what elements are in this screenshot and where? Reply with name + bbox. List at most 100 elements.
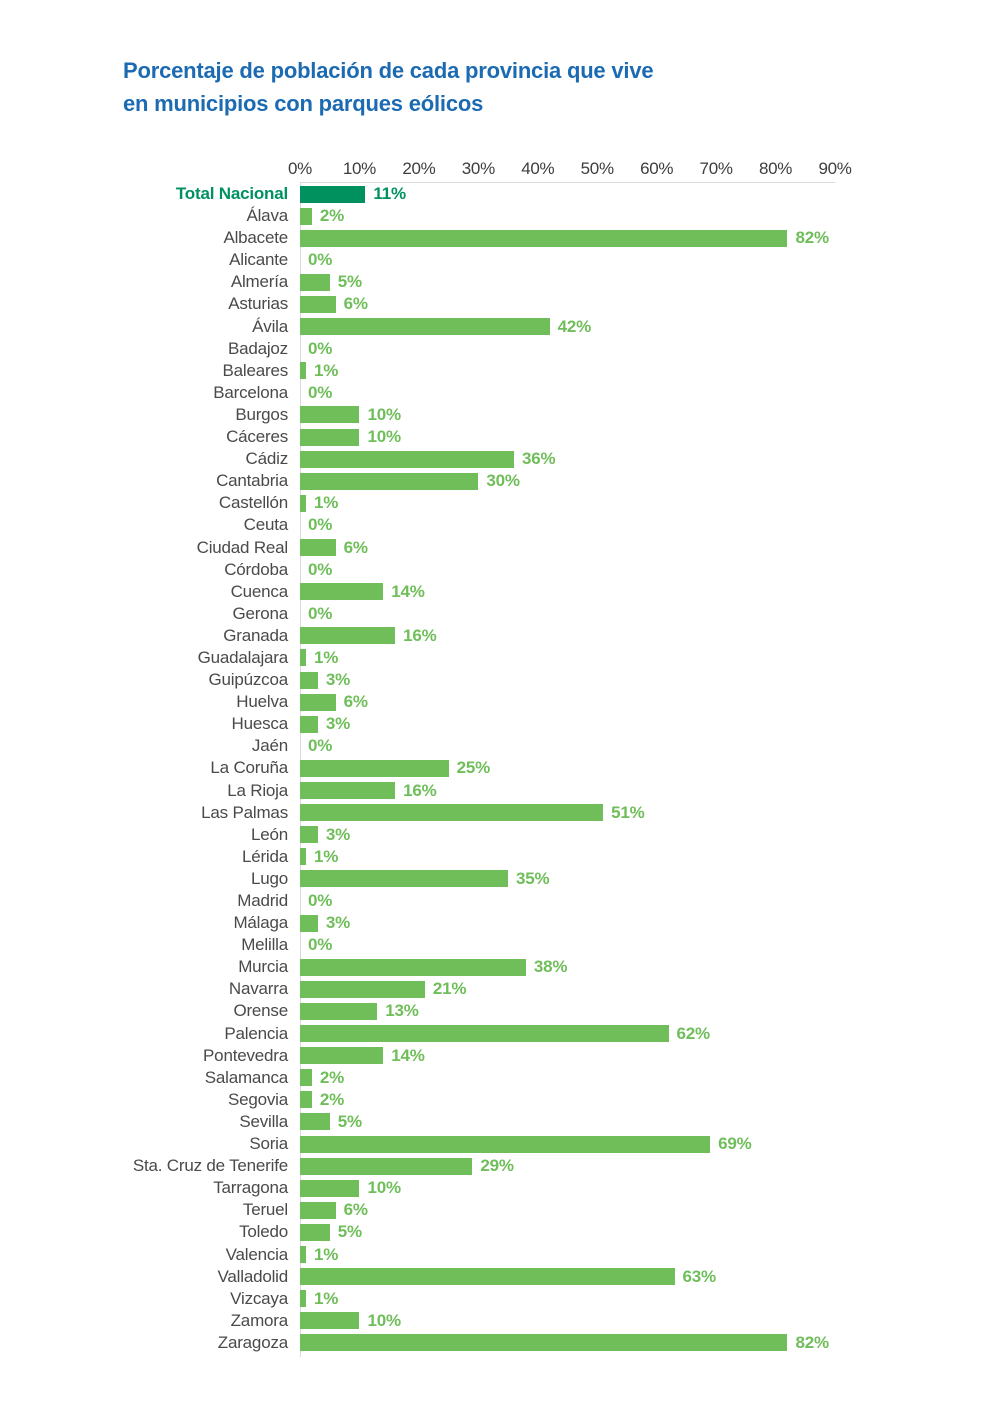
bar	[300, 185, 366, 203]
chart-row: Cáceres 10%	[0, 426, 1004, 448]
row-plot: 0%	[300, 382, 835, 404]
bar-chart: 0% 10% 20% 30% 40% 50% 60% 70% 80% 90% Total Naci…	[0, 159, 1004, 1358]
value-label: 14%	[391, 581, 425, 601]
bar	[300, 1157, 473, 1175]
value-label: 0%	[308, 891, 333, 910]
chart-row: Álava 2%	[0, 205, 1004, 227]
value-label: 10%	[367, 1178, 401, 1198]
value-label: 6%	[343, 537, 368, 557]
value-label: 0%	[308, 603, 333, 623]
bar	[300, 428, 360, 446]
axis-tick-label: 70%	[699, 159, 733, 178]
row-plot: 1%	[300, 360, 835, 382]
value-label: 10%	[367, 404, 401, 424]
value-label: 1%	[313, 846, 339, 866]
category-label: Lérida	[241, 846, 288, 866]
row-plot: 30%	[300, 470, 835, 492]
row-plot: 2%	[300, 1067, 835, 1089]
bar	[300, 958, 526, 976]
value-label: 21%	[432, 979, 467, 999]
chart-row: Huelva 6%	[0, 691, 1004, 713]
category-label: Zamora	[230, 1310, 289, 1330]
row-plot: 16%	[300, 780, 835, 802]
category-label: Sevilla	[239, 1111, 288, 1131]
category-label: Cádiz	[245, 449, 289, 469]
row-plot: 3%	[300, 912, 835, 934]
bar	[300, 450, 514, 468]
chart-rows: Total Nacional 11% Álava 2% Albacete 82%…	[0, 183, 1004, 1354]
row-plot: 0%	[300, 934, 835, 956]
chart-row: Tarragona 10%	[0, 1177, 1004, 1199]
row-plot: 0%	[300, 735, 835, 757]
category-label: Soria	[249, 1134, 288, 1154]
row-plot: 1%	[300, 846, 835, 868]
row-plot: 69%	[300, 1133, 835, 1155]
category-label: Huelva	[236, 692, 288, 712]
category-label: Castellón	[218, 493, 288, 513]
category-label: Melilla	[241, 935, 288, 955]
bar	[300, 1025, 669, 1043]
row-plot: 10%	[300, 426, 835, 448]
row-plot: 0%	[300, 559, 835, 581]
chart-row: Castellón 1%	[0, 492, 1004, 514]
category-label: Valencia	[225, 1244, 289, 1264]
row-plot: 14%	[300, 581, 835, 603]
category-label: Badajoz	[227, 338, 288, 358]
category-label: Salamanca	[204, 1067, 288, 1087]
value-label: 1%	[313, 360, 339, 380]
value-label: 0%	[308, 935, 333, 955]
chart-row: Burgos 10%	[0, 404, 1004, 426]
bar	[300, 1246, 306, 1263]
value-label: 36%	[522, 449, 556, 469]
bar	[300, 318, 550, 336]
bar	[300, 295, 336, 313]
bar	[300, 693, 336, 711]
value-label: 3%	[325, 913, 350, 933]
category-label: Lugo	[250, 868, 288, 888]
row-plot: 0%	[300, 338, 835, 360]
category-label: Murcia	[238, 957, 288, 977]
chart-row: Cádiz 36%	[0, 448, 1004, 470]
chart-row: Salamanca 2%	[0, 1067, 1004, 1089]
category-label: Zaragoza	[217, 1332, 288, 1352]
category-label: Sta. Cruz de Tenerife	[132, 1156, 288, 1176]
bar	[300, 1069, 312, 1087]
row-plot: 1%	[300, 492, 835, 514]
chart-row: Albacete 82%	[0, 227, 1004, 249]
category-label: Guipúzcoa	[208, 670, 289, 690]
row-plot: 82%	[300, 1332, 835, 1354]
axis-label-spacer	[0, 160, 300, 183]
chart-row: Las Palmas 51%	[0, 802, 1004, 824]
chart-row: Segovia 2%	[0, 1089, 1004, 1111]
chart-row: Navarra 21%	[0, 978, 1004, 1000]
category-label: Asturias	[228, 294, 288, 314]
chart-row: Barcelona 0%	[0, 382, 1004, 404]
row-plot: 29%	[300, 1155, 835, 1177]
chart-row: Total Nacional 11%	[0, 183, 1004, 205]
bar	[300, 362, 306, 380]
chart-row: Lugo 35%	[0, 868, 1004, 890]
chart-row: Teruel 6%	[0, 1199, 1004, 1221]
chart-row: León 3%	[0, 824, 1004, 846]
category-label: Gerona	[232, 603, 288, 623]
category-label: Ávila	[252, 316, 288, 336]
chart-row: Sta. Cruz de Tenerife 29%	[0, 1155, 1004, 1177]
bar	[300, 671, 318, 689]
chart-row: La Coruña 25%	[0, 757, 1004, 779]
bar	[300, 627, 396, 645]
category-label: Orense	[233, 1001, 288, 1021]
bar	[300, 826, 318, 844]
value-label: 38%	[533, 957, 568, 977]
value-label: 13%	[385, 1001, 419, 1021]
row-plot: 6%	[300, 1199, 835, 1221]
category-label: Cáceres	[226, 427, 288, 447]
value-label: 69%	[718, 1134, 752, 1154]
category-label: Guadalajara	[197, 647, 289, 667]
bar	[300, 649, 306, 667]
x-axis: 0% 10% 20% 30% 40% 50% 60% 70% 80% 90%	[0, 159, 1004, 183]
chart-row: Valladolid 63%	[0, 1266, 1004, 1288]
row-plot: 16%	[300, 625, 835, 647]
bar	[300, 494, 306, 512]
value-label: 0%	[308, 515, 333, 535]
value-label: 0%	[308, 382, 333, 402]
